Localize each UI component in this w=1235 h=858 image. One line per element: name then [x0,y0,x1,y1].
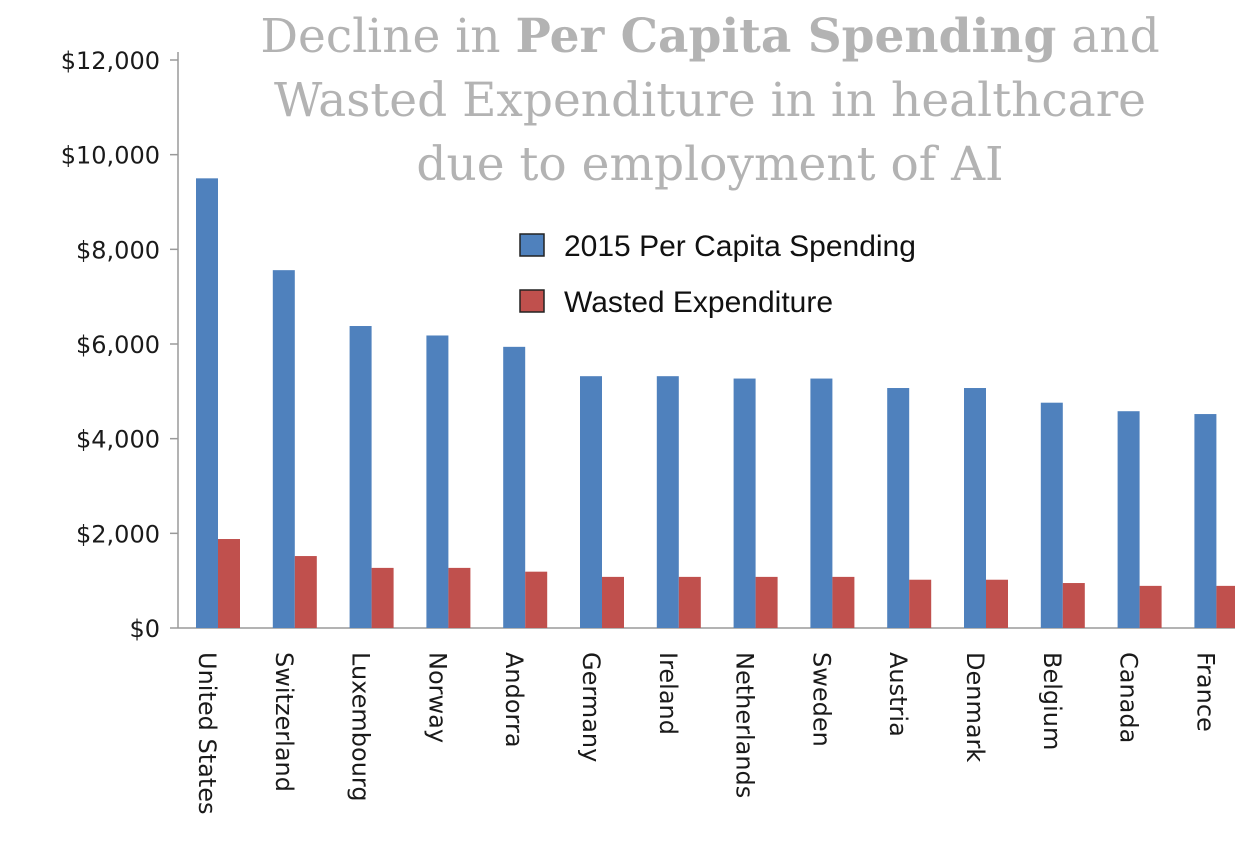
bar-per-capita-spending [1117,411,1140,628]
legend-label: Wasted Expenditure [564,286,833,319]
bar-wasted-expenditure [1216,585,1235,628]
x-tick-label: Andorra [500,652,528,748]
y-tick-label: $12,000 [61,47,160,75]
y-tick-label: $2,000 [76,520,160,548]
x-tick-label: Luxembourg [347,652,375,802]
bar-per-capita-spending [1040,402,1063,628]
legend-swatch [519,289,545,313]
y-axis-ticks: $0 $2,000 $4,000 $6,000 $8,000 $10,000 $12,000 [61,47,178,643]
chart-title-line-1: Decline in Per Capita Spending and [260,9,1159,64]
x-tick-label: Germany [577,652,605,762]
bar-per-capita-spending [272,270,295,628]
bar-wasted-expenditure [1062,583,1085,628]
bar-wasted-expenditure [909,579,932,628]
chart-title-line-2: Wasted Expenditure in in healthcare [274,73,1146,128]
bar-wasted-expenditure [602,576,624,628]
x-tick-label: Norway [423,652,451,743]
bar-per-capita-spending [964,388,986,628]
y-tick-label: $10,000 [61,142,160,170]
bar-per-capita-spending [810,378,833,628]
bar-per-capita-spending [1194,414,1217,628]
bar-wasted-expenditure [1139,585,1162,628]
x-tick-label: Canada [1115,652,1143,743]
x-tick-label: Denmark [961,652,989,762]
bar-per-capita-spending [580,376,602,628]
chart-title-line-3: due to employment of AI [416,137,1003,192]
bar-per-capita-spending [656,376,679,628]
bar-per-capita-spending [733,378,756,628]
legend-label: 2015 Per Capita Spending [564,230,916,263]
bar-wasted-expenditure [832,576,855,628]
bar-per-capita-spending [349,326,372,628]
bar-per-capita-spending [887,388,910,628]
bar-wasted-expenditure [294,556,317,628]
legend-swatch [519,233,545,257]
bar-per-capita-spending [503,346,526,628]
y-tick-label: $6,000 [76,331,160,359]
x-tick-label: Switzerland [270,652,298,792]
y-tick-label: $4,000 [76,426,160,454]
chart-legend: 2015 Per Capita Spending Wasted Expenditu… [519,230,916,319]
bar-wasted-expenditure [678,576,701,628]
x-tick-label: Netherlands [731,652,759,798]
bar-wasted-expenditure [448,567,471,628]
y-tick-label: $0 [129,615,160,643]
x-tick-label: United States [193,652,221,815]
y-tick-label: $8,000 [76,236,160,264]
x-tick-label: Austria [884,652,912,737]
bar-wasted-expenditure [218,539,240,628]
bar-wasted-expenditure [525,571,548,628]
chart-title: Decline in Per Capita Spending and Waste… [260,9,1159,192]
x-tick-label: France [1191,652,1219,732]
bar-per-capita-spending [196,178,218,629]
bar-per-capita-spending [426,335,449,628]
x-axis-ticks: United States Switzerland Luxembourg Norway… [193,652,1219,815]
x-tick-label: Ireland [654,652,682,735]
chart-bars [196,178,1235,629]
bar-wasted-expenditure [755,576,778,628]
x-tick-label: Belgium [1038,652,1066,750]
x-tick-label: Sweden [807,652,835,747]
bar-wasted-expenditure [986,579,1008,628]
bar-wasted-expenditure [371,567,394,628]
